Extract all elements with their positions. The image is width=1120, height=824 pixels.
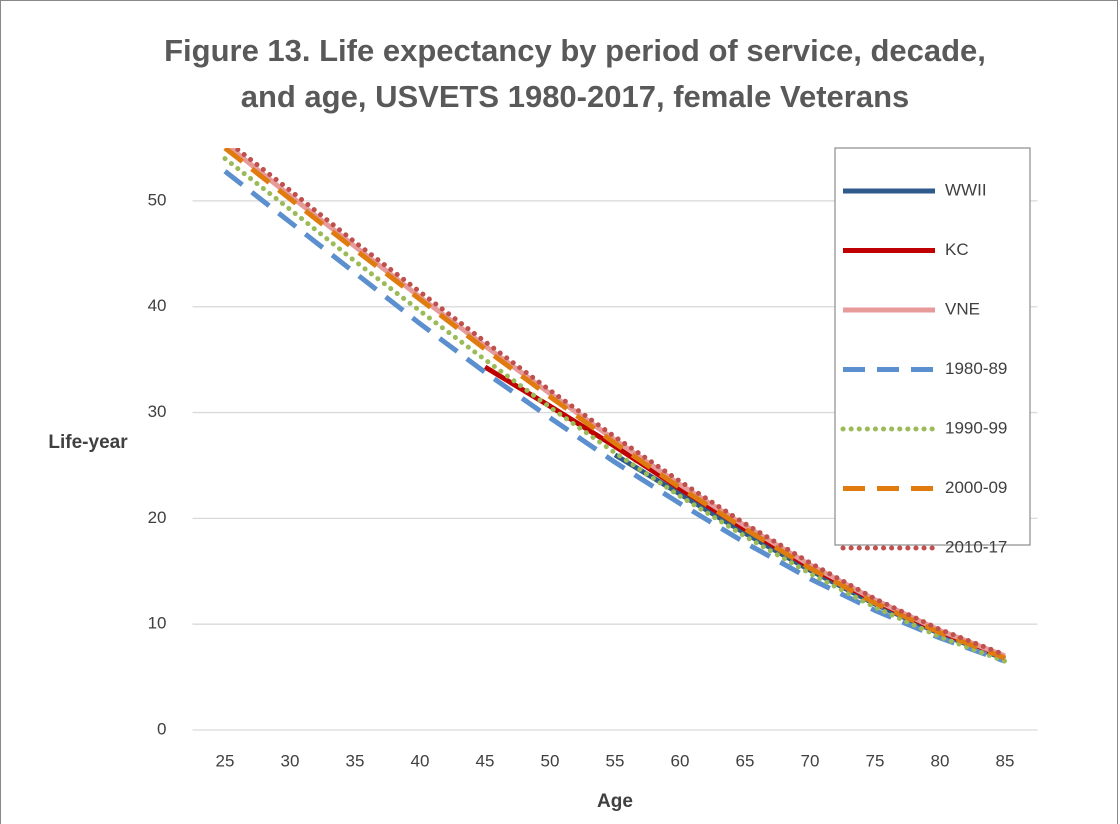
y-axis-label: Life-year: [48, 432, 128, 453]
series-line: [226, 148, 1006, 659]
x-tick-label: 75: [866, 751, 885, 770]
y-tick-label: 10: [148, 614, 167, 633]
y-tick-label: 0: [157, 719, 166, 738]
x-tick-label: 35: [346, 751, 365, 770]
legend-label: 1990-99: [945, 418, 1007, 437]
chart-title: Figure 13. Life expectancy by period of …: [164, 33, 986, 68]
y-tick-label: 20: [148, 508, 167, 527]
series-line: [223, 148, 1006, 661]
legend-label: 1980-89: [945, 359, 1007, 378]
x-tick-label: 60: [671, 751, 690, 770]
x-tick-label: 25: [216, 751, 235, 770]
plot-lines: [222, 148, 1008, 664]
x-axis-label: Age: [597, 791, 633, 812]
legend-label: WWII: [945, 180, 987, 199]
series-line: [223, 169, 1006, 664]
x-tick-label: 70: [801, 751, 820, 770]
x-tick-label: 30: [281, 751, 300, 770]
legend-box: [834, 147, 1031, 546]
legend-label: 2000-09: [945, 478, 1007, 497]
x-tick-label: 65: [736, 751, 755, 770]
x-tick-label: 45: [476, 751, 495, 770]
y-tick-label: 50: [148, 190, 167, 209]
legend-label: 2010-17: [945, 537, 1007, 556]
x-tick-label: 80: [931, 751, 950, 770]
y-tick-label: 30: [148, 402, 167, 421]
x-tick-label: 55: [606, 751, 625, 770]
x-tick-label: 50: [541, 751, 560, 770]
legend-label: KC: [945, 240, 969, 259]
x-tick-label: 40: [411, 751, 430, 770]
y-tick-label: 40: [148, 296, 167, 315]
legend-label: VNE: [945, 299, 980, 318]
x-tick-label: 85: [996, 751, 1015, 770]
chart-title: and age, USVETS 1980-2017, female Vetera…: [241, 79, 910, 114]
